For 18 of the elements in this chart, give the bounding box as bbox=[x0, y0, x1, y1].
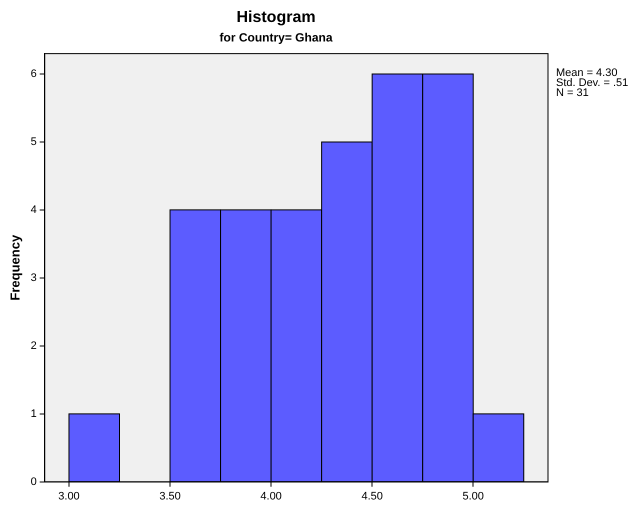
y-tick-label: 3 bbox=[30, 272, 37, 284]
y-tick-label: 4 bbox=[30, 204, 37, 216]
y-axis-title: Frequency bbox=[7, 234, 22, 301]
chart-subtitle: for Country= Ghana bbox=[219, 30, 333, 45]
chart-title: Histogram bbox=[236, 9, 316, 26]
text: N = 31 bbox=[556, 87, 589, 100]
y-tick-label: 5 bbox=[30, 136, 37, 148]
x-tick-label: 3.50 bbox=[159, 490, 181, 502]
x-tick-label: 5.00 bbox=[462, 490, 484, 502]
y-tick-label: 6 bbox=[30, 68, 37, 80]
x-tick-label: 3.00 bbox=[58, 490, 80, 502]
y-tick-label: 2 bbox=[30, 340, 37, 352]
x-tick-label: 4.00 bbox=[260, 490, 282, 502]
text: Std. Dev. = .51 bbox=[556, 77, 628, 90]
x-tick-label: 4.50 bbox=[361, 490, 383, 502]
y-tick-label: 0 bbox=[30, 476, 37, 488]
y-tick-label: 1 bbox=[30, 408, 37, 420]
text: Mean = 4.30 bbox=[556, 67, 618, 80]
